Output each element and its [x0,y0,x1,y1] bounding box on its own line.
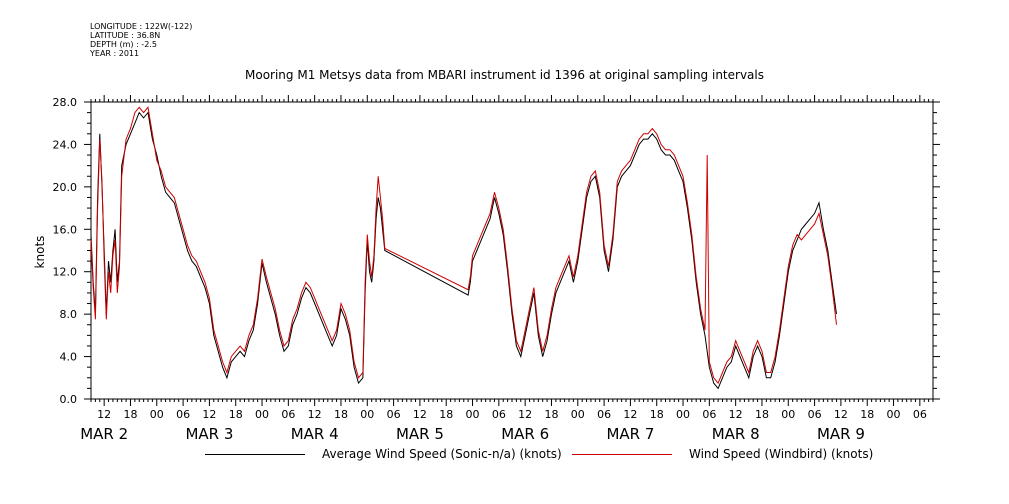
x-tick-label: 18 [439,408,453,421]
year-label: YEAR : 2011 [90,49,140,58]
x-tick-label: 18 [544,408,558,421]
legend: Average Wind Speed (Sonic-n/a) (knots) W… [0,447,1009,463]
x-day-label: MAR 2 [80,425,128,443]
x-tick-label: 18 [650,408,664,421]
x-tick-label: 12 [202,408,216,421]
legend-label-sonic: Average Wind Speed (Sonic-n/a) (knots) [322,447,562,461]
x-tick-label: 00 [360,408,374,421]
y-tick-label: 24.0 [53,138,78,151]
x-tick-label: 00 [781,408,795,421]
y-tick-label: 16.0 [53,223,78,236]
x-tick-label: 06 [702,408,716,421]
x-day-label: MAR 5 [396,425,444,443]
x-tick-label: 18 [860,408,874,421]
plot-frame [90,101,934,400]
x-tick-label: 00 [887,408,901,421]
x-tick-label: 00 [150,408,164,421]
x-tick-label: 12 [729,408,743,421]
x-tick-label: 00 [676,408,690,421]
y-tick-label: 20.0 [53,181,78,194]
x-tick-label: 06 [913,408,927,421]
y-tick-label: 28.0 [53,96,78,109]
x-tick-label: 06 [492,408,506,421]
series-group [90,106,837,390]
longitude-label: LONGITUDE : 122W(-122) [90,22,193,31]
x-tick-label: 12 [308,408,322,421]
y-axis-label: knots [33,236,47,269]
y-tick-label: 0.0 [60,393,78,406]
x-day-label: MAR 9 [817,425,865,443]
y-tick-label: 8.0 [60,308,78,321]
legend-label-windbird: Wind Speed (Windbird) (knots) [689,447,874,461]
chart-title: Mooring M1 Metsys data from MBARI instru… [245,68,764,82]
legend-swatch-sonic [205,454,305,455]
x-tick-label: 18 [123,408,137,421]
x-tick-label: 00 [255,408,269,421]
depth-label: DEPTH (m) : -2.5 [90,40,157,49]
x-tick-label: 06 [387,408,401,421]
series-line-windbird [90,106,837,385]
x-tick-label: 06 [597,408,611,421]
x-tick-label: 18 [755,408,769,421]
axis-ticks: 0.0 4.0 8.0 12.0 16.0 20.0 24.0 28.0 12 18 00 06 12 1… [53,95,940,443]
x-tick-label: 00 [466,408,480,421]
x-tick-label: 12 [413,408,427,421]
x-tick-label: 00 [571,408,585,421]
y-tick-label: 12.0 [53,266,78,279]
x-tick-label: 12 [97,408,111,421]
x-tick-label: 12 [623,408,637,421]
x-day-label: MAR 4 [291,425,339,443]
x-day-label: MAR 8 [712,425,760,443]
x-tick-label: 18 [334,408,348,421]
x-tick-label: 06 [176,408,190,421]
series-line-sonic [90,111,837,390]
legend-swatch-windbird [572,454,672,455]
latitude-label: LATITUDE : 36.8N [90,31,161,40]
x-tick-label: 06 [808,408,822,421]
x-tick-label: 12 [518,408,532,421]
x-tick-label: 18 [229,408,243,421]
x-tick-label: 06 [281,408,295,421]
x-day-label: MAR 3 [185,425,233,443]
x-tick-label: 12 [834,408,848,421]
metadata-block: LONGITUDE : 122W(-122) LATITUDE : 36.8N … [90,22,192,58]
x-day-label: MAR 7 [606,425,654,443]
y-tick-label: 4.0 [60,351,78,364]
x-day-label: MAR 6 [501,425,549,443]
